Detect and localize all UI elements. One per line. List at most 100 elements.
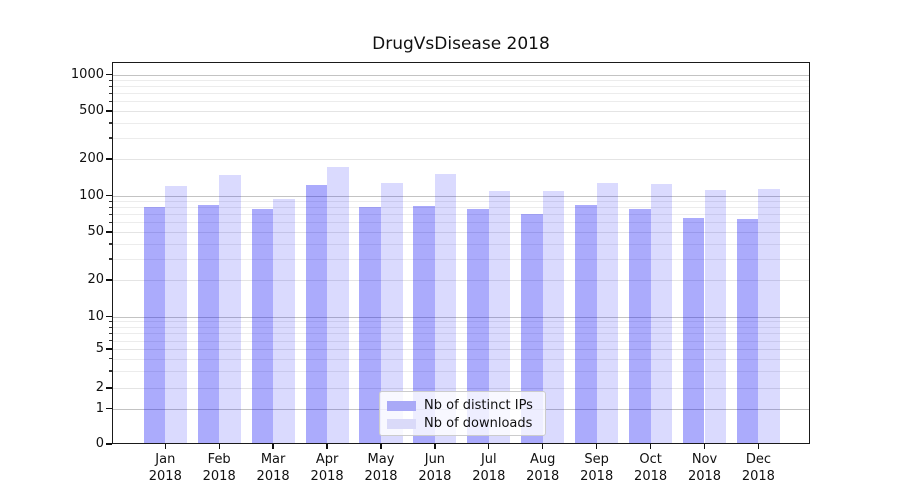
y-minor-tick-mark	[109, 200, 112, 202]
x-tick-month: Sep	[584, 452, 609, 467]
bar-downloads-aug	[542, 190, 565, 444]
y-tick-mark	[106, 387, 112, 389]
bar-downloads-jan	[165, 185, 187, 444]
gridline	[112, 86, 810, 88]
x-tick-month: Apr	[315, 452, 339, 467]
x-tick-month: Dec	[745, 452, 771, 467]
x-tick-mark	[272, 444, 274, 449]
legend-swatch-distinct-ips	[387, 400, 416, 411]
x-tick-mark	[164, 444, 166, 449]
plot-area	[112, 62, 810, 444]
legend-entry-downloads: Nb of downloads	[387, 417, 532, 430]
y-minor-tick-mark	[109, 122, 112, 124]
gridline	[112, 388, 810, 389]
x-tick-year: 2018	[741, 469, 775, 484]
gridline	[112, 201, 810, 202]
y-tick-label: 0	[95, 436, 104, 451]
x-tick-mark	[326, 444, 328, 449]
y-tick-mark	[106, 443, 112, 445]
x-tick-year: 2018	[472, 469, 506, 484]
y-minor-tick-mark	[109, 206, 112, 209]
gridline	[112, 231, 810, 233]
x-tick-label: Oct 2018	[619, 451, 683, 485]
x-tick-month: Jan	[155, 452, 176, 467]
x-tick-label: Apr 2018	[295, 451, 359, 485]
y-tick-mark	[106, 407, 112, 410]
y-tick-mark	[106, 158, 112, 160]
x-tick-label: Feb 2018	[187, 451, 251, 485]
x-tick-month: Jul	[480, 452, 497, 467]
x-tick-label: Nov 2018	[673, 451, 737, 485]
gridline	[112, 321, 810, 323]
bar-downloads-oct	[650, 183, 673, 444]
y-tick-mark	[106, 194, 112, 197]
gridline	[112, 74, 810, 76]
y-minor-tick-mark	[109, 332, 112, 335]
gridline	[112, 316, 810, 318]
x-tick-mark	[434, 444, 436, 449]
bar-distinct-ips-nov	[682, 218, 705, 444]
bar-distinct-ips-oct	[629, 208, 651, 444]
bar-downloads-feb	[219, 174, 241, 444]
x-tick-label: Jan 2018	[133, 451, 197, 485]
x-tick-mark	[649, 444, 652, 449]
gridline	[112, 93, 810, 95]
x-tick-month: Nov	[691, 452, 718, 467]
gridline	[112, 280, 810, 282]
x-tick-mark	[757, 444, 760, 449]
y-tick-label: 500	[79, 102, 104, 118]
bar-downloads-mar	[273, 198, 295, 444]
y-tick-label: 2	[95, 380, 104, 395]
y-tick-mark	[106, 73, 112, 76]
y-minor-tick-mark	[109, 340, 112, 342]
y-tick-label: 50	[87, 223, 104, 239]
bar-distinct-ips-aug	[521, 214, 543, 444]
y-tick-mark	[106, 279, 112, 281]
x-tick-year: 2018	[148, 469, 182, 484]
x-tick-label: Mar 2018	[241, 451, 305, 485]
x-tick-month: Jun	[424, 452, 446, 467]
y-tick-label: 100	[79, 187, 104, 203]
y-minor-tick-mark	[109, 79, 112, 81]
gridline	[112, 122, 810, 124]
gridline	[112, 370, 810, 372]
gridline	[112, 195, 810, 197]
gridline	[112, 207, 810, 209]
gridline	[112, 327, 810, 328]
y-tick-label: 1	[95, 400, 104, 416]
y-minor-tick-mark	[109, 370, 112, 372]
y-minor-tick-mark	[109, 243, 112, 245]
y-tick-label: 10	[87, 308, 104, 324]
x-tick-year: 2018	[310, 469, 344, 484]
gridline	[112, 358, 810, 360]
bar-distinct-ips-apr	[305, 185, 328, 444]
x-tick-year: 2018	[634, 469, 668, 484]
y-minor-tick-mark	[109, 85, 112, 88]
gridline	[112, 333, 810, 335]
y-minor-tick-mark	[109, 326, 112, 328]
y-minor-tick-mark	[109, 320, 112, 323]
legend: Nb of distinct IPs Nb of downloads	[379, 391, 546, 436]
gridline	[112, 101, 810, 103]
y-minor-tick-mark	[109, 100, 112, 103]
x-tick-label: Aug 2018	[511, 451, 575, 485]
bar-downloads-sep	[596, 182, 619, 444]
gridline	[112, 214, 810, 216]
y-minor-tick-mark	[109, 258, 112, 260]
y-tick-label: 200	[79, 151, 104, 167]
legend-swatch-downloads	[387, 418, 416, 429]
y-tick-mark	[106, 348, 112, 350]
gridline	[112, 243, 810, 245]
x-tick-label: Jun 2018	[403, 451, 467, 485]
bar-distinct-ips-jun	[413, 205, 435, 444]
x-tick-year: 2018	[202, 469, 236, 484]
y-minor-tick-mark	[109, 358, 112, 360]
x-tick-label: Sep 2018	[565, 451, 629, 485]
bar-distinct-ips-jan	[143, 207, 166, 444]
gridline	[112, 349, 810, 350]
bar-downloads-apr	[327, 167, 349, 444]
x-tick-year: 2018	[687, 469, 722, 484]
x-tick-mark	[380, 444, 382, 449]
y-tick-mark	[106, 110, 112, 112]
x-tick-mark	[218, 444, 220, 449]
